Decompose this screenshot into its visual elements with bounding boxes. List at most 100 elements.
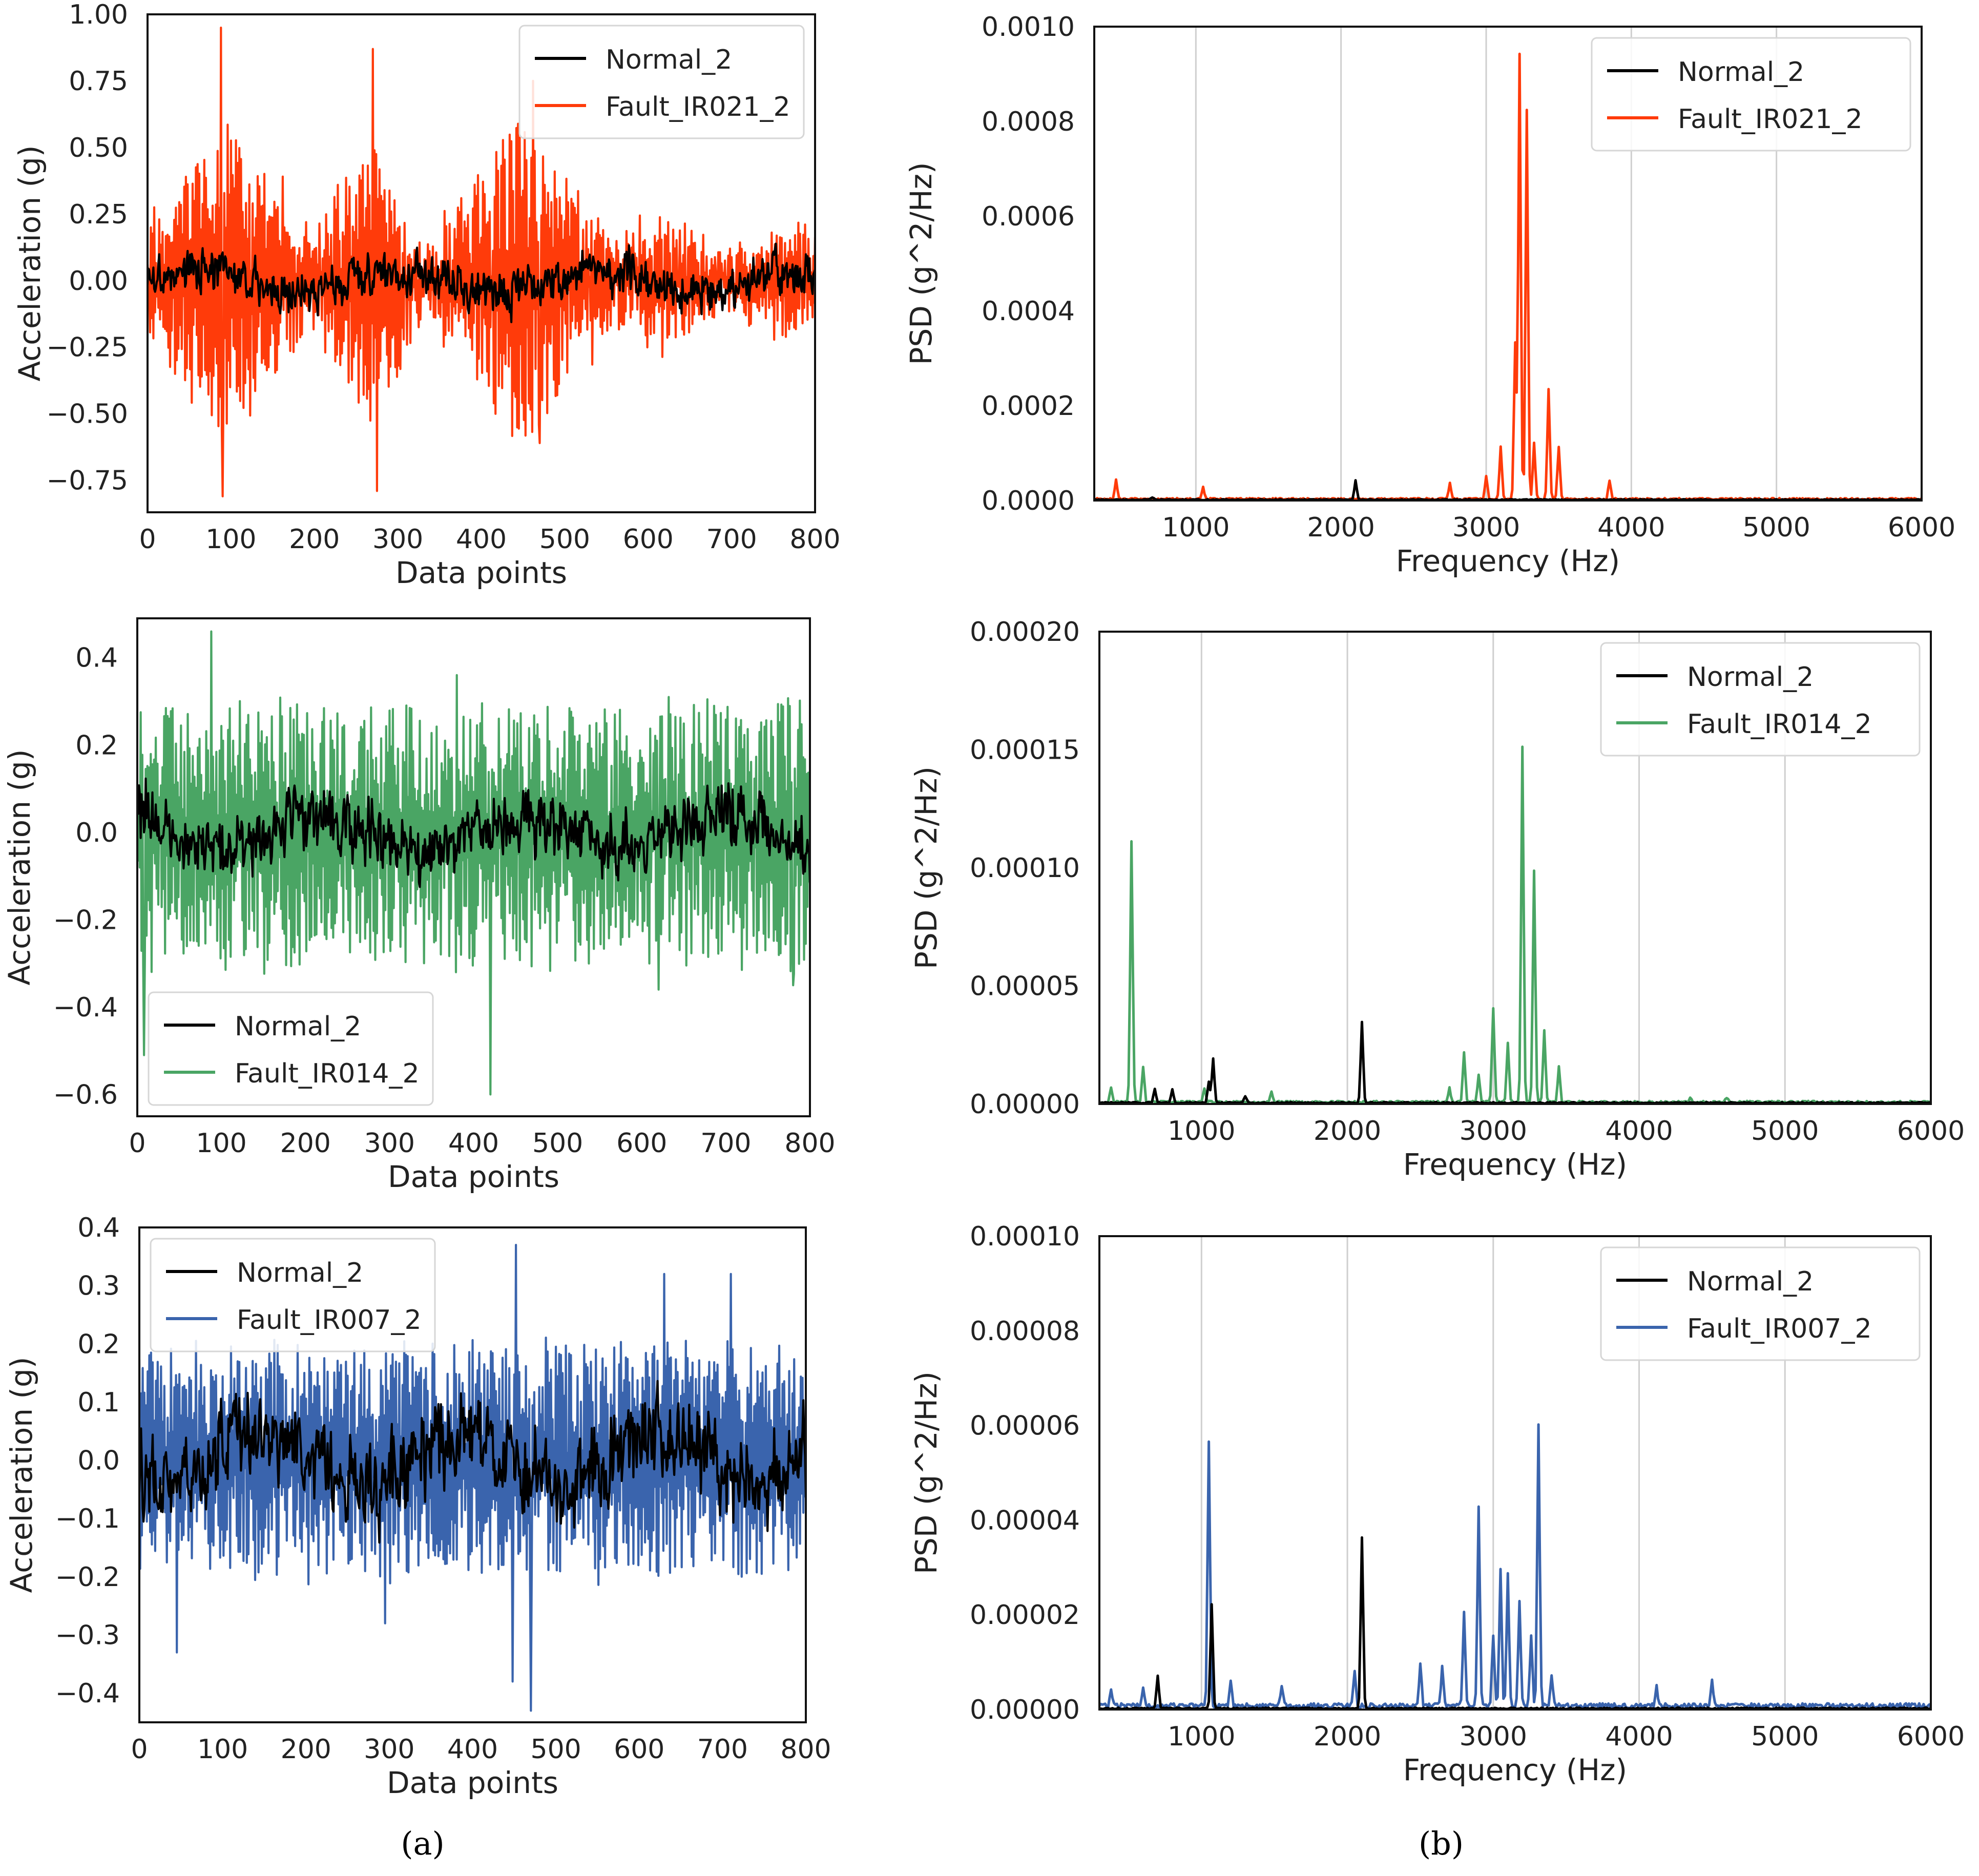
- y-tick-label: 0.00005: [970, 971, 1080, 1002]
- x-tick-label: 500: [539, 524, 590, 555]
- y-tick-label: 0.00002: [970, 1600, 1080, 1631]
- x-tick-label: 500: [530, 1734, 581, 1765]
- y-tick-label: 0.3: [77, 1271, 120, 1302]
- y-tick-label: 0.1: [77, 1387, 120, 1418]
- y-tick-label: 0.00000: [970, 1089, 1080, 1120]
- legend-label: Fault_IR007_2: [237, 1305, 422, 1336]
- x-tick-label: 200: [280, 1128, 331, 1159]
- x-tick-label: 1000: [1162, 512, 1230, 543]
- legend-box: [1600, 1246, 1921, 1361]
- x-axis-label: Frequency (Hz): [1403, 1753, 1627, 1787]
- x-axis-label: Frequency (Hz): [1403, 1147, 1627, 1182]
- x-tick-label: 400: [456, 524, 507, 555]
- y-tick-label: 0.00020: [970, 617, 1080, 648]
- y-tick-label: 0.00015: [970, 735, 1080, 766]
- chart-time-ir021: 0 100 200 300 400 500 600 700 800 −0.75 −0.50 −0.25…: [12, 0, 841, 590]
- legend: Normal_2 Fault_IR007_2: [150, 1238, 436, 1352]
- x-tick-label: 0: [129, 1128, 145, 1159]
- legend: Normal_2 Fault_IR021_2: [518, 25, 805, 139]
- series-line-Normal_2: [139, 1380, 806, 1544]
- legend: Normal_2 Fault_IR014_2: [148, 991, 434, 1106]
- x-tick-label: 6000: [1897, 1721, 1965, 1752]
- y-tick-label: 0.00: [69, 266, 128, 297]
- chart-time-ir007: 0 100 200 300 400 500 600 700 800 −0.4 −0.3 −0.2 −0.…: [4, 1213, 831, 1800]
- x-tick-label: 300: [372, 524, 423, 555]
- x-tick-label: 3000: [1460, 1721, 1527, 1752]
- y-axis-label: PSD (g^2/Hz): [909, 1371, 944, 1574]
- x-tick-label: 3000: [1452, 512, 1520, 543]
- x-tick-label: 600: [616, 1128, 667, 1159]
- legend: Normal_2 Fault_IR007_2: [1600, 1246, 1921, 1361]
- x-tick-label: 0: [131, 1734, 148, 1765]
- plot-frame: [1098, 1235, 1932, 1711]
- y-tick-label: −0.75: [47, 466, 128, 496]
- x-tick-label: 300: [364, 1128, 415, 1159]
- legend: Normal_2 Fault_IR021_2: [1591, 37, 1911, 152]
- x-tick-label: 200: [281, 1734, 331, 1765]
- legend-label: Normal_2: [1678, 57, 1804, 88]
- x-tick-label: 600: [614, 1734, 664, 1765]
- x-tick-label: 4000: [1597, 512, 1665, 543]
- series-line-Fault_IR014_2: [137, 630, 810, 1096]
- series-lines: [1099, 745, 1931, 1104]
- y-tick-label: 0.00004: [970, 1505, 1080, 1536]
- chart-psd-ir021: 1000 2000 3000 4000 5000 6000 0.0000 0.0002 0.00…: [904, 12, 1955, 578]
- plot-frame: [1093, 26, 1923, 502]
- x-tick-label: 700: [706, 524, 757, 555]
- legend-box: [148, 991, 434, 1106]
- legend-box: [1600, 642, 1921, 757]
- y-tick-label: 0.0004: [982, 296, 1075, 327]
- y-axis-label: Acceleration (g): [2, 749, 37, 986]
- x-tick-label: 700: [697, 1734, 748, 1765]
- y-tick-label: 0.00000: [970, 1695, 1080, 1725]
- x-tick-label: 100: [205, 524, 256, 555]
- y-tick-label: 0.75: [69, 66, 128, 97]
- y-tick-label: −0.6: [53, 1079, 118, 1110]
- x-tick-label: 2000: [1307, 512, 1374, 543]
- x-axis-label: Data points: [395, 555, 567, 590]
- plot-frame: [136, 617, 811, 1117]
- caption-b: (b): [1419, 1825, 1464, 1862]
- x-tick-label: 6000: [1888, 512, 1955, 543]
- x-tick-label: 100: [197, 1734, 248, 1765]
- x-tick-label: 6000: [1897, 1116, 1965, 1147]
- legend-label: Normal_2: [1687, 662, 1814, 693]
- legend: Normal_2 Fault_IR014_2: [1600, 642, 1921, 757]
- x-axis-label: Frequency (Hz): [1396, 544, 1620, 578]
- legend-label: Normal_2: [237, 1258, 363, 1288]
- legend-label: Fault_IR007_2: [1687, 1314, 1872, 1344]
- y-tick-label: 0.4: [75, 643, 118, 674]
- x-tick-label: 400: [448, 1128, 499, 1159]
- x-tick-label: 2000: [1314, 1721, 1381, 1752]
- y-tick-label: 0.50: [69, 133, 128, 163]
- x-tick-label: 800: [784, 1128, 835, 1159]
- plot-frame: [1098, 631, 1932, 1105]
- legend-label: Normal_2: [1687, 1266, 1814, 1297]
- legend-label: Fault_IR021_2: [606, 92, 790, 122]
- chart-psd-ir014: 1000 2000 3000 4000 5000 6000 0.00000 0.00005 0.…: [909, 617, 1965, 1182]
- x-tick-label: 3000: [1460, 1116, 1527, 1147]
- x-tick-label: 200: [289, 524, 340, 555]
- y-tick-label: −0.2: [55, 1562, 120, 1593]
- x-tick-label: 800: [780, 1734, 831, 1765]
- chart-psd-ir007: 1000 2000 3000 4000 5000 6000 0.00000 0.00002 0.…: [909, 1221, 1965, 1787]
- chart-time-ir014: 0 100 200 300 400 500 600 700 800 −0.6 −0.4 −0.2 0.0…: [2, 617, 836, 1194]
- x-tick-label: 300: [364, 1734, 414, 1765]
- x-tick-label: 0: [139, 524, 156, 555]
- y-tick-label: −0.50: [47, 399, 128, 430]
- x-tick-label: 1000: [1168, 1116, 1235, 1147]
- x-tick-label: 100: [196, 1128, 246, 1159]
- x-tick-label: 700: [700, 1128, 751, 1159]
- series-line-Normal_2: [137, 777, 810, 888]
- y-tick-label: 0.00010: [970, 853, 1080, 884]
- y-axis-label: Acceleration (g): [4, 1357, 39, 1593]
- series-lines: [148, 26, 815, 497]
- legend-label: Fault_IR014_2: [1687, 709, 1872, 740]
- y-tick-label: −0.1: [55, 1504, 120, 1534]
- x-tick-label: 800: [789, 524, 840, 555]
- series-line-Normal_2: [1099, 1020, 1931, 1104]
- plot-frame: [138, 1226, 807, 1723]
- y-tick-label: 0.4: [77, 1213, 120, 1243]
- x-tick-label: 1000: [1168, 1721, 1235, 1752]
- legend-label: Fault_IR014_2: [235, 1058, 420, 1089]
